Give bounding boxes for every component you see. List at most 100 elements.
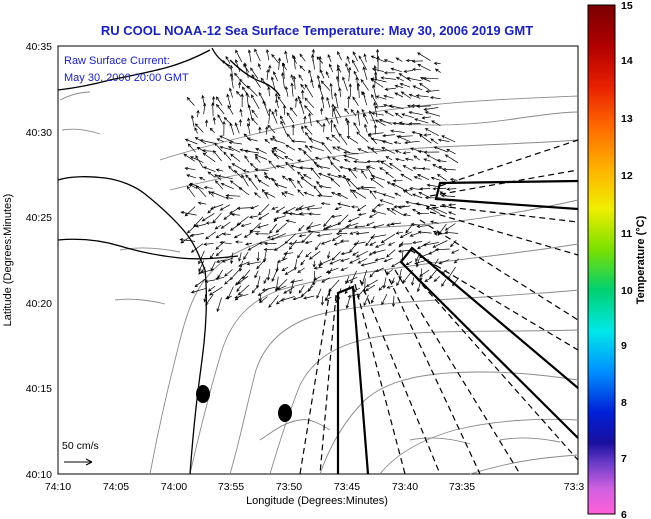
current-vector: [346, 135, 359, 144]
current-vector: [338, 133, 348, 146]
current-vector: [402, 165, 413, 172]
current-vector: [209, 286, 223, 296]
current-vector: [217, 269, 224, 279]
y-tick-0: 40:35: [26, 41, 52, 53]
current-vector: [254, 48, 261, 62]
current-vector: [346, 55, 351, 64]
current-vector: [300, 285, 314, 297]
current-vector: [253, 192, 261, 199]
current-vector: [425, 206, 440, 214]
current-vector: [337, 64, 342, 73]
current-vector: [349, 231, 358, 235]
current-vector: [365, 221, 375, 227]
current-vector: [346, 119, 350, 136]
current-vector: [355, 232, 369, 236]
current-vector: [234, 240, 243, 244]
current-vector: [365, 284, 376, 292]
current-vector: [283, 191, 294, 196]
current-vector: [281, 266, 288, 272]
current-vector: [350, 108, 357, 117]
current-vector: [396, 135, 411, 143]
current-vector: [338, 87, 342, 98]
current-vector: [320, 296, 325, 306]
colorbar-label: Temperature (°C): [635, 215, 647, 304]
current-vector: [297, 147, 307, 153]
current-vector: [263, 247, 277, 252]
current-vector: [382, 193, 396, 199]
current-vector: [333, 105, 342, 118]
current-vector: [372, 249, 386, 255]
current-vector: [417, 52, 431, 61]
current-vector: [220, 182, 234, 190]
current-vector: [325, 70, 330, 79]
current-vector: [421, 167, 431, 171]
current-vector: [274, 92, 279, 100]
current-vector: [284, 206, 296, 213]
current-vector: [228, 87, 233, 98]
current-vector: [293, 259, 298, 271]
current-vector: [424, 277, 432, 283]
current-vector: [214, 174, 222, 181]
current-vector: [356, 187, 370, 191]
current-vector: [233, 233, 242, 239]
current-vector: [240, 223, 252, 227]
current-vector: [325, 267, 339, 274]
plot-frame: [57, 45, 579, 475]
current-vector: [434, 68, 441, 73]
current-vector: [297, 180, 303, 189]
current-vector: [239, 108, 243, 117]
current-vector: [194, 123, 204, 133]
current-vector: [390, 208, 406, 217]
current-vector: [290, 82, 294, 97]
current-vector: [340, 251, 351, 256]
current-vector: [219, 145, 234, 151]
current-vector: [376, 159, 387, 163]
current-vector: [433, 276, 441, 283]
current-vector: [298, 285, 305, 294]
current-vector: [238, 261, 250, 267]
current-vector: [441, 279, 447, 287]
current-vector: [189, 156, 204, 163]
current-vector: [197, 201, 207, 205]
current-vector: [186, 174, 197, 179]
current-vector: [330, 214, 342, 219]
cb-tick-11: 11: [621, 228, 632, 240]
current-vector: [343, 174, 351, 187]
current-vector: [368, 213, 377, 218]
current-vector: [203, 294, 207, 303]
current-vector: [393, 141, 402, 145]
current-vector: [244, 149, 260, 154]
current-vector: [255, 156, 261, 164]
current-vector: [347, 216, 360, 223]
current-vector: [201, 149, 214, 153]
current-vector: [404, 140, 420, 145]
current-vector: [223, 213, 232, 220]
current-vector: [423, 150, 440, 154]
current-vector: [315, 242, 321, 251]
current-vector: [331, 134, 341, 143]
current-vector: [438, 259, 450, 265]
current-vector: [364, 123, 368, 133]
current-vector: [337, 50, 342, 61]
current-vector: [423, 158, 431, 162]
current-vector: [446, 148, 456, 155]
current-vector: [280, 296, 295, 302]
current-vector: [200, 269, 214, 274]
current-vector: [398, 121, 411, 126]
current-vector: [292, 75, 297, 90]
current-vector: [345, 276, 358, 283]
current-vector: [243, 133, 252, 142]
x-tick-8: 73:3: [564, 481, 585, 493]
current-vector: [338, 223, 352, 233]
current-vector: [323, 215, 334, 228]
current-vector: [246, 122, 251, 135]
current-vector: [419, 82, 431, 92]
x-tick-6: 73:40: [392, 481, 418, 493]
current-vector: [417, 230, 432, 234]
current-vector: [432, 240, 448, 248]
current-vector: [405, 200, 421, 206]
current-vector: [362, 66, 368, 81]
current-vector: [340, 258, 350, 262]
velocity-scale: 50 cm/s: [62, 440, 99, 466]
current-vector: [251, 285, 259, 294]
